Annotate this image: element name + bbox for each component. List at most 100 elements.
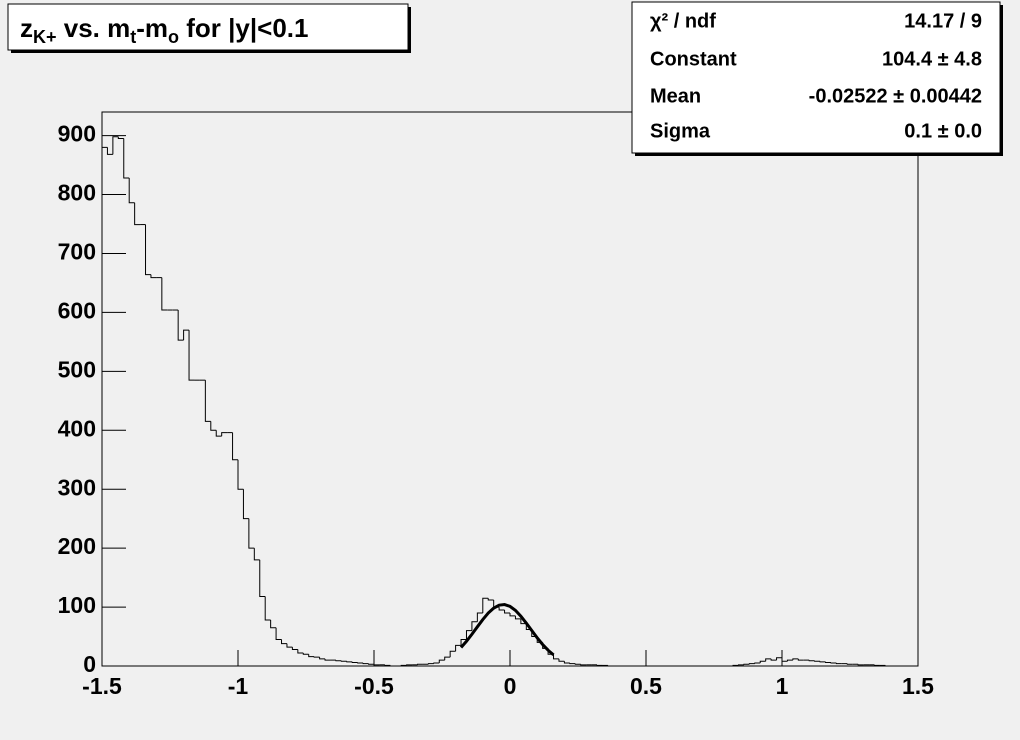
histogram-bin [351,661,358,663]
histogram-bin [368,663,374,665]
histogram-bin [145,224,151,276]
y-tick-label: 900 [58,121,96,147]
histogram-bin [237,459,244,490]
histogram-bin [324,658,331,661]
x-tick-label: -0.5 [354,673,394,699]
x-tick-label: 0 [504,673,517,699]
histogram-bin [150,274,157,279]
chart-title: zK+ vs. mt-mo for |y|<0.1 [20,13,308,47]
x-tick-label: 0.5 [630,673,662,699]
histogram-bin [580,664,587,666]
histogram-bin [835,663,842,665]
histogram-bin [400,664,407,666]
histogram-bin [286,643,293,648]
histogram-bin [884,665,891,667]
histogram-bin [308,654,315,658]
histogram-bin [776,657,782,661]
histogram-bin [373,664,380,666]
histogram-bin [134,202,141,226]
histogram-bin [275,627,282,640]
histogram-bin [340,660,347,662]
histogram-bin [210,421,217,431]
histogram-bin [819,661,826,663]
histogram-bin [471,621,478,631]
histogram-bin [455,644,462,652]
histogram-bin [427,663,434,665]
histogram-bin [460,638,467,646]
histogram-bin [743,663,750,665]
histogram-bin [123,138,130,179]
histogram-bin [509,612,516,617]
histogram-bin [291,647,298,650]
title-part: -m [136,13,168,43]
histogram-bin [754,662,761,664]
histogram-bin [520,618,527,625]
histogram-bin [433,662,440,664]
histogram-bin [346,661,353,663]
histogram-bin [270,620,277,629]
title-box [7,3,409,51]
histogram-bin [825,661,831,663]
fit-curve [459,603,555,657]
histogram-bin [808,660,815,662]
histogram-bin [444,656,451,661]
x-tick-label: 1.5 [902,673,934,699]
histogram-bin [177,310,184,341]
histogram-bin [569,663,576,665]
histogram-bin [504,610,510,614]
x-tick-label: 1 [776,673,789,699]
y-tick-label: 200 [58,533,96,559]
histogram-bin [313,656,320,658]
histogram-bin [498,607,505,611]
histogram-bin [558,658,565,662]
histogram-bin [514,615,521,620]
histogram-bin [786,659,793,662]
histogram-bin [384,664,391,666]
histogram-bin [797,658,804,661]
histogram-bin [101,146,108,666]
histogram-bin [406,664,413,666]
histogram-bin [302,653,309,655]
stat-value: 14.17 / 9 [904,10,982,32]
histogram-bin [417,663,423,665]
histogram-bin [465,630,472,640]
stat-label: χ² / ndf [650,10,716,32]
histogram-bin [319,657,326,660]
stat-value: 104.4 ± 4.8 [882,48,982,70]
histogram-bin [857,664,864,666]
histogram-bin [781,657,788,662]
stat-label: Sigma [650,120,711,142]
histogram-bin [362,663,369,665]
histogram-bin [607,665,614,667]
histogram-bin [759,660,766,664]
histogram-bin [792,658,799,661]
y-tick-label: 800 [58,180,96,206]
histogram-bin [482,597,489,613]
histogram-bin [232,432,238,461]
histogram-bin [830,662,837,664]
y-tick-label: 100 [58,592,96,618]
histogram-bin [873,664,880,666]
title-part: z [20,13,33,43]
histogram-bin [846,663,853,665]
y-tick-label: 400 [58,415,96,441]
stats-box [631,1,1001,154]
stat-value: -0.02522 ± 0.00442 [809,85,982,107]
histogram-bin [563,661,570,664]
title-part: K+ [33,27,57,47]
histogram-bin [748,663,755,665]
histogram-bin [106,147,113,155]
histogram-bin [487,598,494,601]
x-tick-label: -1 [228,673,249,699]
histogram-bin [574,663,581,665]
title-part: t [130,27,136,47]
histogram-bin [297,649,304,654]
histogram-bin [765,658,772,662]
y-tick-label: 600 [58,297,96,323]
histogram-bin [248,518,255,549]
histogram-bin [357,662,364,664]
histogram-bin [183,329,190,341]
histogram-bin [389,665,396,667]
histogram-bin [204,380,211,422]
